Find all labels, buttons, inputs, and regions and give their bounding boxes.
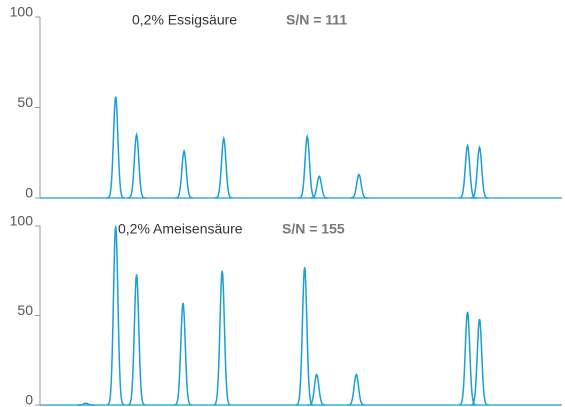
y-tick-label: 0 — [25, 185, 33, 201]
peak — [298, 133, 317, 199]
annotation: S/N = 155 — [282, 221, 345, 237]
peak — [310, 175, 329, 199]
peak — [458, 143, 477, 199]
y-tick-label: 100 — [10, 213, 34, 229]
y-tick-label: 100 — [10, 4, 34, 20]
peak — [127, 274, 146, 406]
peak — [106, 96, 125, 199]
peak — [174, 302, 192, 406]
peak — [175, 148, 193, 199]
chart-title: 0,2% Ameisensäure — [118, 221, 243, 237]
peak — [307, 373, 326, 406]
peak — [458, 311, 477, 406]
peak — [347, 373, 366, 406]
peak — [470, 145, 489, 199]
peak — [127, 131, 146, 199]
peak — [350, 173, 368, 199]
y-tick-label: 50 — [17, 94, 33, 110]
y-tick-label: 50 — [17, 302, 33, 318]
peak — [213, 270, 232, 406]
chart-title: 0,2% Essigsäure — [132, 12, 237, 28]
annotation: S/N = 111 — [286, 12, 347, 28]
peak — [77, 402, 95, 406]
peak — [106, 225, 125, 406]
y-tick-label: 0 — [25, 392, 33, 407]
peak — [214, 135, 233, 199]
peak — [470, 318, 489, 406]
peak — [295, 267, 314, 406]
